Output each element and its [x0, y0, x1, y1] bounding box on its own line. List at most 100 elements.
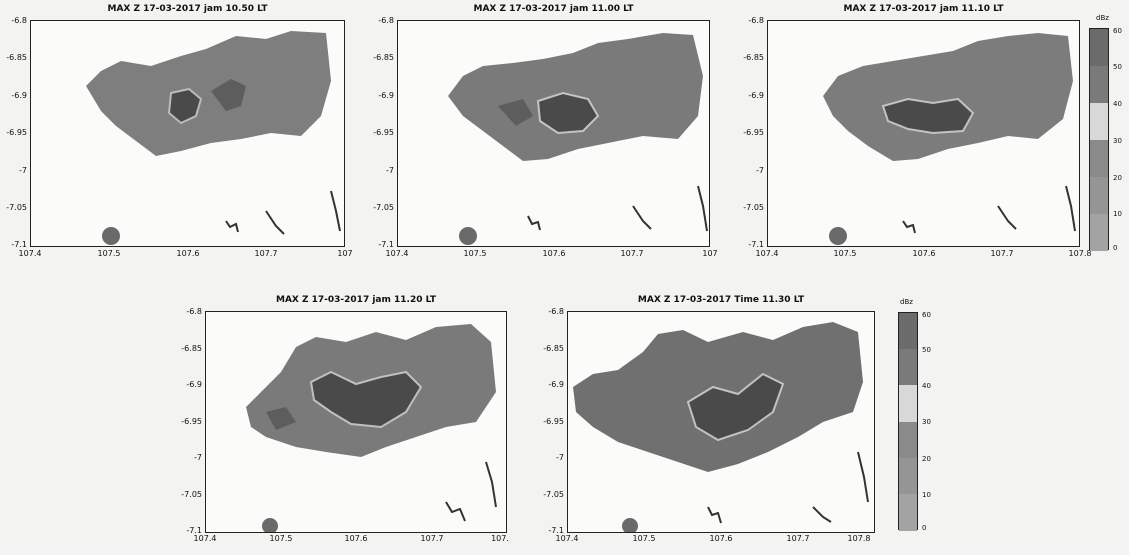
colorbar-step: [1090, 177, 1108, 214]
panel-title: MAX Z 17-03-2017 jam 11.00 LT: [473, 4, 634, 14]
y-tick: -7.05: [373, 203, 394, 212]
y-tick: -6.85: [373, 53, 394, 62]
x-tick: 107: [702, 249, 718, 258]
x-tick: 107.6: [176, 249, 200, 258]
radar-panel-1120: MAX Z 17-03-2017 jam 11.20 LT -6.8 -6.85…: [181, 295, 509, 543]
colorbar-step: [1090, 29, 1108, 66]
colorbar: [1089, 28, 1109, 251]
colorbar-tick: 60: [1113, 27, 1122, 35]
x-tick: 107.4: [755, 249, 779, 258]
colorbar-unit: dBz: [900, 298, 913, 306]
y-tick: -6.8: [378, 16, 394, 25]
y-tick: -6.85: [6, 53, 27, 62]
colorbar-tick: 60: [922, 311, 931, 319]
x-tick: 107.7: [786, 534, 810, 543]
x-tick: 107.8: [1068, 249, 1092, 258]
y-tick: -6.85: [743, 53, 764, 62]
colorbar-step: [899, 349, 917, 385]
colorbar-tick: 20: [1113, 174, 1122, 182]
y-tick: -7: [19, 166, 27, 175]
x-tick: 107.7: [254, 249, 278, 258]
colorbar-tick: 40: [922, 382, 931, 390]
x-tick: 107.5: [97, 249, 121, 258]
x-tick: 107.4: [385, 249, 409, 258]
x-tick: 107.5: [632, 534, 656, 543]
reflectivity-map: [86, 31, 341, 245]
y-tick: -7.05: [743, 203, 764, 212]
y-tick: -6.9: [378, 91, 394, 100]
y-tick: -7: [556, 453, 564, 462]
x-tick: 107.4: [18, 249, 42, 258]
reflectivity-map: [448, 33, 708, 245]
y-tick: -7.1: [186, 526, 202, 535]
colorbar-tick: 40: [1113, 100, 1122, 108]
reflectivity-map: [573, 322, 869, 532]
x-tick: 107.8: [847, 534, 871, 543]
y-tick: -6.95: [6, 128, 27, 137]
y-tick: -7: [386, 166, 394, 175]
y-tick: -6.9: [748, 91, 764, 100]
y-tick: -6.95: [543, 417, 564, 426]
colorbar-step: [1090, 140, 1108, 177]
y-tick: -7.05: [6, 203, 27, 212]
y-tick: -6.8: [548, 307, 564, 316]
y-tick: -6.8: [11, 16, 27, 25]
y-tick: -7.1: [378, 240, 394, 249]
y-tick: -7: [756, 166, 764, 175]
reflectivity-map: [823, 33, 1076, 245]
colorbar-tick: 10: [1113, 210, 1122, 218]
colorbar-step: [1090, 66, 1108, 103]
colorbar-tick: 0: [922, 524, 927, 532]
x-tick: 107.4: [193, 534, 217, 543]
colorbar-tick: 20: [922, 455, 931, 463]
radar-plot: [30, 20, 345, 247]
colorbar-unit: dBz: [1096, 14, 1109, 22]
panel-title: MAX Z 17-03-2017 jam 10.50 LT: [107, 4, 268, 14]
y-tick: -7.05: [181, 490, 202, 499]
y-tick: -7.1: [548, 526, 564, 535]
y-tick: -7: [194, 453, 202, 462]
colorbar-step: [899, 458, 917, 494]
radar-plot: [567, 311, 875, 533]
y-tick: -7.1: [11, 240, 27, 249]
y-tick: -7.05: [543, 490, 564, 499]
y-tick: -6.9: [186, 380, 202, 389]
colorbar-tick: 30: [1113, 137, 1122, 145]
colorbar: [898, 312, 918, 531]
x-tick: 107.5: [269, 534, 293, 543]
y-tick: -6.8: [748, 16, 764, 25]
radar-plot: [767, 20, 1080, 247]
colorbar-step: [899, 313, 917, 349]
y-tick: -6.85: [543, 344, 564, 353]
colorbar-step: [899, 422, 917, 458]
colorbar-step: [899, 494, 917, 531]
colorbar-tick: 0: [1113, 244, 1118, 252]
colorbar-step: [1090, 103, 1108, 140]
radar-panel-1110: MAX Z 17-03-2017 jam 11.10 LT -6.8 -6.85…: [743, 4, 1091, 258]
y-tick: -6.95: [373, 128, 394, 137]
x-tick: 107.6: [709, 534, 733, 543]
x-tick: 107.6: [344, 534, 368, 543]
radar-panel-1100: MAX Z 17-03-2017 jam 11.00 LT -6.8 -6.85…: [373, 4, 717, 258]
radar-plot: [205, 311, 507, 533]
colorbar-tick: 50: [922, 346, 931, 354]
x-tick: 107.6: [542, 249, 566, 258]
colorbar-tick: 10: [922, 491, 931, 499]
y-tick: -6.9: [548, 380, 564, 389]
panel-title: MAX Z 17-03-2017 jam 11.10 LT: [843, 4, 1004, 14]
radar-panel-1050: MAX Z 17-03-2017 jam 10.50 LT -6.8 -6.85…: [6, 4, 352, 258]
x-tick: 107: [337, 249, 353, 258]
reflectivity-map: [246, 324, 497, 532]
colorbar-step: [899, 385, 917, 422]
x-tick: 107.5: [833, 249, 857, 258]
colorbar-step: [1090, 214, 1108, 251]
x-tick: 107.7: [620, 249, 644, 258]
colorbar-tick: 50: [1113, 63, 1122, 71]
radar-plot: [397, 20, 710, 247]
x-tick: 107.: [491, 534, 509, 543]
radar-panel-1130: MAX Z 17-03-2017 Time 11.30 LT -6.8 -6.8…: [543, 295, 875, 543]
x-tick: 107.7: [990, 249, 1014, 258]
y-tick: -6.95: [181, 417, 202, 426]
y-tick: -6.9: [11, 91, 27, 100]
x-tick: 107.5: [463, 249, 487, 258]
